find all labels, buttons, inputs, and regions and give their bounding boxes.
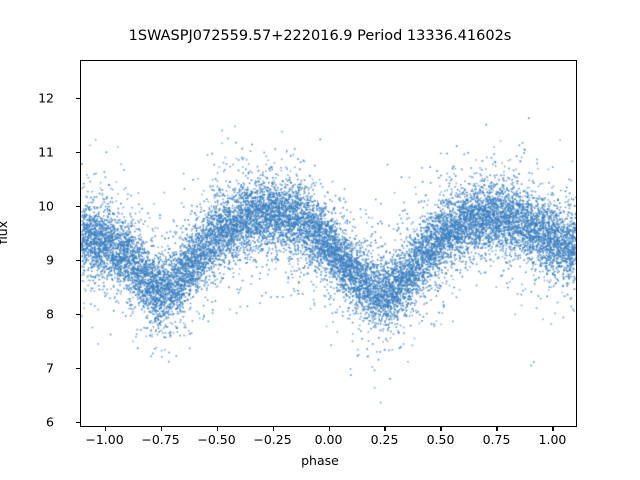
y-tick-mark (76, 97, 80, 99)
plot-axes-area (80, 60, 577, 427)
scatter-plot-canvas (81, 61, 576, 426)
y-tick-mark (76, 205, 80, 207)
y-tick-mark (76, 422, 80, 424)
y-axis-label: flux (0, 220, 11, 245)
x-tick-label: 0.25 (370, 432, 399, 447)
x-tick-label: −0.75 (141, 432, 180, 447)
y-tick-label: 9 (46, 252, 54, 268)
y-tick-mark (76, 151, 80, 153)
x-axis-label: phase (301, 453, 339, 468)
x-tick-label: 0.75 (482, 432, 511, 447)
x-tick-mark (552, 427, 554, 431)
y-tick-label: 7 (46, 360, 54, 376)
x-tick-mark (160, 427, 162, 431)
x-tick-label: −0.50 (197, 432, 236, 447)
x-tick-mark (216, 427, 218, 431)
x-tick-mark (384, 427, 386, 431)
x-tick-label: 1.00 (538, 432, 567, 447)
x-tick-mark (440, 427, 442, 431)
x-tick-mark (272, 427, 274, 431)
x-tick-mark (328, 427, 330, 431)
chart-title: 1SWASPJ072559.57+222016.9 Period 13336.4… (128, 28, 512, 44)
x-tick-label: 0.50 (426, 432, 455, 447)
y-tick-label: 11 (38, 144, 54, 160)
y-tick-label: 8 (46, 306, 54, 322)
x-tick-label: −1.00 (85, 432, 124, 447)
y-tick-mark (76, 368, 80, 370)
y-tick-mark (76, 259, 80, 262)
x-tick-label: −0.25 (253, 432, 292, 447)
y-tick-label: 10 (38, 198, 54, 214)
y-tick-label: 12 (38, 90, 54, 106)
x-tick-mark (496, 427, 498, 431)
y-tick-label: 6 (46, 414, 54, 430)
x-tick-mark (104, 427, 106, 431)
x-tick-label: 0.00 (314, 432, 343, 447)
y-tick-mark (76, 314, 80, 316)
